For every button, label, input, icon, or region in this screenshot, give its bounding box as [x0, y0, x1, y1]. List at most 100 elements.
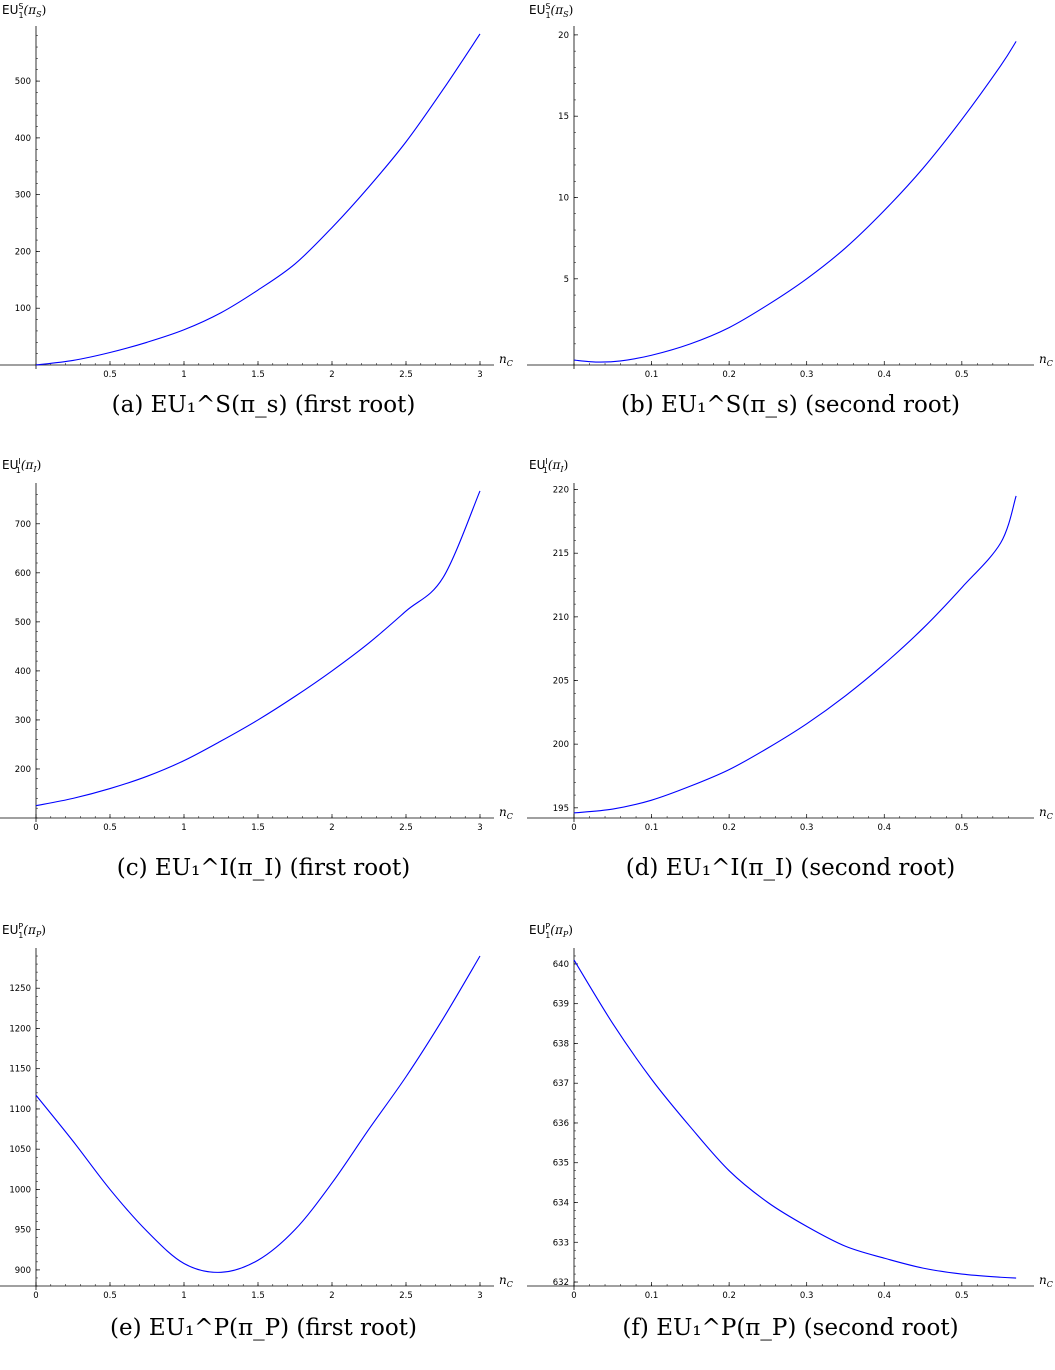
x-tick-label-a-4: 2.5: [399, 370, 413, 380]
x-tick-label-b-1: 0.2: [722, 370, 736, 380]
x-tick-label-e-2: 1: [181, 1291, 186, 1301]
x-tick-label-f-2: 0.2: [722, 1291, 736, 1301]
panel-a: 100 200 300 400 500 0.5 1 1.5 2 2.5 3 EUS 1(πS) nC (a…: [0, 0, 527, 450]
caption-c: (c) EU₁^I(π_I) (first root): [116, 855, 411, 881]
y-axis-label-d: EUI 1(πI): [529, 457, 568, 475]
series-line-b-0: [573, 41, 1017, 363]
chart-c: 200 300 400 500 600 700 0 0.5 1 1.5 2 2.5 3 EUI 1(πI) n…: [0, 457, 513, 833]
x-tick-label-e-1: 0.5: [103, 1291, 117, 1301]
x-tick-label-c-2: 1: [181, 823, 186, 833]
y-tick-label-f-0: 632: [553, 1278, 569, 1288]
y-tick-label-f-3: 635: [553, 1159, 569, 1169]
chart-a: 100 200 300 400 500 0.5 1 1.5 2 2.5 3 EUS 1(πS) nC: [0, 2, 513, 380]
x-tick-label-f-3: 0.3: [800, 1291, 814, 1301]
y-tick-label-d-2: 205: [553, 677, 569, 687]
x-tick-label-a-5: 3: [477, 370, 482, 380]
y-tick-label-b-0: 5: [564, 275, 569, 285]
x-tick-label-c-3: 1.5: [251, 823, 265, 833]
x-tick-label-e-3: 1.5: [251, 1291, 265, 1301]
y-tick-label-f-2: 634: [553, 1199, 569, 1209]
series-line-d-0: [573, 495, 1017, 814]
y-tick-label-a-3: 400: [15, 134, 31, 144]
y-tick-label-c-4: 600: [15, 569, 31, 579]
x-tick-label-d-2: 0.2: [722, 823, 736, 833]
caption-f: (f) EU₁^P(π_P) (second root): [622, 1315, 959, 1341]
chart-f: 632 633 634 635 636 637 638 639 640 0 0.1 0.2 0.3 0.4…: [527, 922, 1053, 1301]
y-tick-label-f-7: 639: [553, 1000, 569, 1010]
x-tick-label-d-5: 0.5: [955, 823, 969, 833]
y-axis-label-a: EUS 1(πS): [2, 2, 46, 20]
x-tick-label-e-4: 2: [329, 1291, 334, 1301]
x-tick-label-d-3: 0.3: [800, 823, 814, 833]
y-tick-label-e-7: 1250: [9, 984, 31, 994]
y-tick-label-e-5: 1150: [9, 1065, 31, 1075]
y-tick-label-e-1: 950: [15, 1226, 31, 1236]
y-tick-label-b-3: 20: [558, 31, 569, 41]
y-tick-label-c-5: 700: [15, 520, 31, 530]
panel-b: 5 10 15 20 0.1 0.2 0.3 0.4 0.5 EUS 1(πS) nC (b) EU₁…: [527, 0, 1054, 450]
x-axis-label-a: nC: [499, 352, 513, 368]
panel-d: 195 200 205 210 215 220 0 0.1 0.2 0.3 0.4 0.5 EUI 1(π…: [527, 455, 1054, 905]
x-tick-label-b-4: 0.5: [955, 370, 969, 380]
x-axis-label-b: nC: [1039, 352, 1053, 368]
y-axis-label-c: EUI 1(πI): [2, 457, 41, 475]
y-tick-label-f-8: 640: [553, 960, 569, 970]
y-tick-label-d-1: 200: [553, 740, 569, 750]
x-tick-label-f-5: 0.5: [955, 1291, 969, 1301]
caption-b: (b) EU₁^S(π_s) (second root): [621, 392, 960, 418]
series-line-e-0: [35, 955, 481, 1273]
y-axis-label-f: EUP 1(πP): [529, 922, 573, 940]
series-line-f-0: [573, 959, 1017, 1279]
x-tick-label-a-1: 1: [181, 370, 186, 380]
chart-b: 5 10 15 20 0.1 0.2 0.3 0.4 0.5 EUS 1(πS) nC: [527, 2, 1053, 380]
x-tick-label-c-5: 2.5: [399, 823, 413, 833]
x-tick-label-e-6: 3: [477, 1291, 482, 1301]
y-tick-label-d-4: 215: [553, 549, 569, 559]
x-tick-label-a-2: 1.5: [251, 370, 265, 380]
panel-e: 900 950 1000 1050 1100 1150 1200 1250 0 0.5 1 1.5 2 2…: [0, 920, 527, 1370]
y-tick-label-f-1: 633: [553, 1238, 569, 1248]
panel-f: 632 633 634 635 636 637 638 639 640 0 0.1 0.2 0.3 0.4…: [527, 920, 1054, 1370]
x-tick-label-e-5: 2.5: [399, 1291, 413, 1301]
x-tick-label-f-4: 0.4: [877, 1291, 891, 1301]
x-tick-label-f-0: 0: [571, 1291, 576, 1301]
chart-e: 900 950 1000 1050 1100 1150 1200 1250 0 0.5 1 1.5 2 2…: [0, 922, 513, 1301]
x-tick-label-c-1: 0.5: [103, 823, 117, 833]
caption-d: (d) EU₁^I(π_I) (second root): [625, 855, 956, 881]
x-tick-label-b-2: 0.3: [800, 370, 814, 380]
caption-e: (e) EU₁^P(π_P) (first root): [110, 1315, 417, 1341]
x-tick-label-c-4: 2: [329, 823, 334, 833]
x-tick-label-e-0: 0: [33, 1291, 38, 1301]
y-tick-label-e-3: 1050: [9, 1145, 31, 1155]
series-line-c-0: [35, 490, 481, 807]
y-tick-label-d-5: 220: [553, 486, 569, 496]
y-axis-label-b: EUS 1(πS): [529, 2, 573, 20]
y-tick-label-d-0: 195: [553, 804, 569, 814]
chart-d: 195 200 205 210 215 220 0 0.1 0.2 0.3 0.4 0.5 EUI 1(π…: [527, 457, 1053, 833]
x-axis-label-d: nC: [1039, 805, 1053, 821]
x-tick-label-b-0: 0.1: [645, 370, 659, 380]
x-tick-label-b-3: 0.4: [877, 370, 891, 380]
x-tick-label-d-0: 0: [571, 823, 576, 833]
series-line-a-0: [35, 33, 481, 366]
y-tick-label-c-2: 400: [15, 667, 31, 677]
y-tick-label-f-4: 636: [553, 1119, 569, 1129]
y-tick-label-f-5: 637: [553, 1079, 569, 1089]
y-axis-label-e: EUP 1(πP): [2, 922, 46, 940]
y-tick-label-e-2: 1000: [9, 1185, 31, 1195]
x-tick-label-a-3: 2: [329, 370, 334, 380]
y-tick-label-a-1: 200: [15, 247, 31, 257]
y-tick-label-e-0: 900: [15, 1266, 31, 1276]
y-tick-label-d-3: 210: [553, 613, 569, 623]
y-tick-label-f-6: 638: [553, 1039, 569, 1049]
y-tick-label-c-0: 200: [15, 765, 31, 775]
caption-a: (a) EU₁^S(π_s) (first root): [111, 392, 416, 418]
panel-c: 200 300 400 500 600 700 0 0.5 1 1.5 2 2.5 3 EUI 1(πI) n…: [0, 455, 527, 905]
x-axis-label-f: nC: [1039, 1273, 1053, 1289]
y-tick-label-c-3: 500: [15, 618, 31, 628]
y-tick-label-c-1: 300: [15, 716, 31, 726]
x-tick-label-c-0: 0: [33, 823, 38, 833]
x-tick-label-f-1: 0.1: [645, 1291, 659, 1301]
y-tick-label-b-2: 15: [558, 112, 569, 122]
